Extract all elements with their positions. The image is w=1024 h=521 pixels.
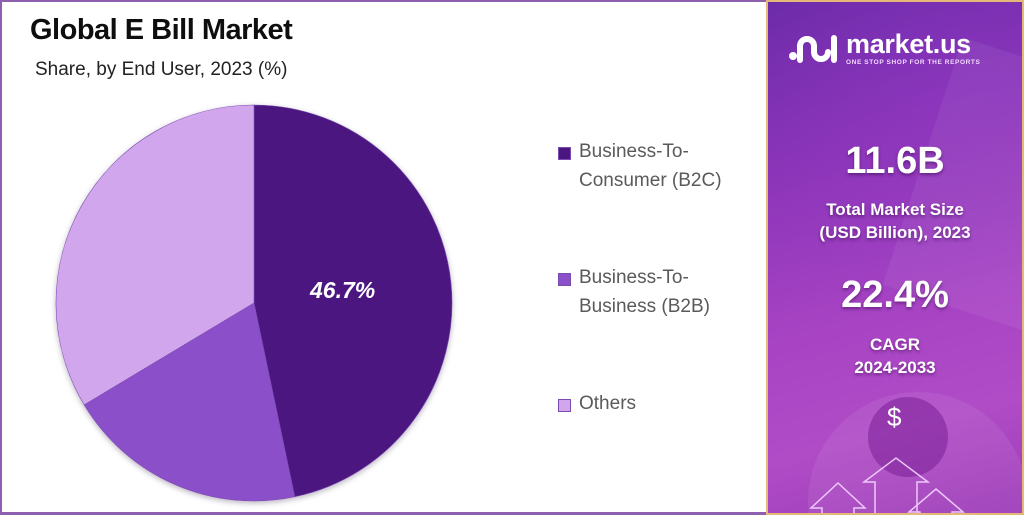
legend-label-b2b-line1: Business-To- [579, 267, 689, 288]
market-size-label-line1: Total Market Size [826, 200, 964, 219]
brand-tagline: ONE STOP SHOP FOR THE REPORTS [846, 58, 981, 66]
legend-label-others: Others [579, 393, 637, 414]
legend-label-b2c-line2: Consumer (B2C) [579, 170, 722, 191]
pie-chart [52, 101, 456, 505]
market-size-value: 11.6B [845, 140, 945, 182]
legend-swatch-b2b [558, 273, 571, 286]
summary-sidebar: market.us ONE STOP SHOP FOR THE REPORTS … [766, 0, 1024, 515]
brand-name: market.us [846, 28, 971, 59]
dollar-icon: $ [887, 402, 902, 432]
chart-panel: Global E Bill Market Share, by End User,… [0, 0, 766, 515]
market-size-label-line2: (USD Billion), 2023 [819, 223, 971, 242]
chart-subtitle: Share, by End User, 2023 (%) [35, 59, 288, 80]
cagr-period: 2024-2033 [854, 358, 936, 377]
growth-arrows-icon [809, 457, 966, 513]
pie-slice-b2b [83, 302, 296, 502]
b2c-slice-label: 46.7% [310, 277, 376, 303]
legend-item-b2b: Business-To- Business (B2B) [558, 267, 710, 321]
market-us-logo-icon [789, 35, 837, 63]
brand-logo: market.us ONE STOP SHOP FOR THE REPORTS [788, 30, 980, 66]
pie-slice-others [55, 104, 255, 406]
coffee-cup-shape [868, 397, 948, 477]
legend-swatch-others [558, 399, 571, 412]
pie-slice-b2c [253, 104, 453, 498]
legend-item-b2c: Business-To- Consumer (B2C) [558, 141, 722, 195]
cagr-label: CAGR [869, 335, 921, 354]
legend-label-b2c-line1: Business-To- [579, 141, 689, 162]
legend-swatch-b2c [558, 147, 571, 160]
chart-title: Global E Bill Market [30, 14, 293, 46]
cagr-value: 22.4% [841, 274, 949, 316]
legend-item-others: Others [558, 393, 636, 418]
legend-label-b2b-line2: Business (B2B) [579, 296, 710, 317]
